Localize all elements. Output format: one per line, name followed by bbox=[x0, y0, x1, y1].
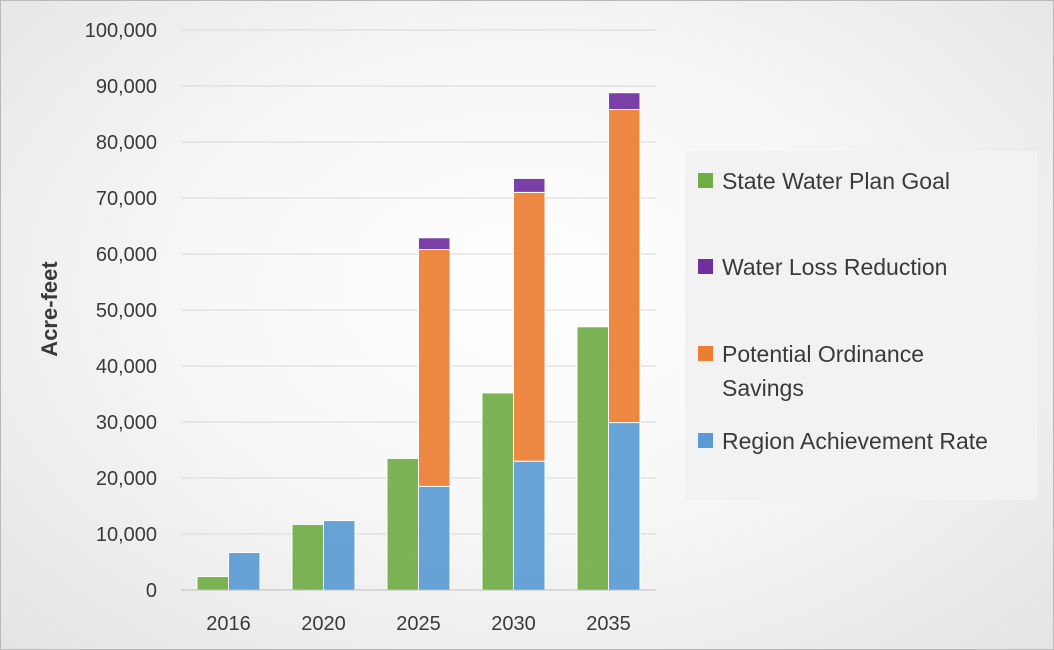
bar-region-achievement-rate-2030 bbox=[513, 460, 546, 591]
legend-label: Water Loss Reduction bbox=[722, 254, 947, 280]
y-tick-label: 90,000 bbox=[96, 76, 157, 98]
legend-background bbox=[685, 151, 1037, 500]
bar-potential-ordinance-savings-2025 bbox=[418, 249, 451, 487]
bar-region-achievement-rate-2035 bbox=[608, 422, 641, 591]
bar-state-water-plan-goal-2030 bbox=[481, 392, 514, 591]
x-tick-label: 2016 bbox=[206, 613, 251, 635]
legend-swatch bbox=[698, 433, 713, 448]
x-tick-label: 2030 bbox=[491, 613, 536, 635]
bar-region-achievement-rate-2020 bbox=[323, 520, 356, 591]
bar-state-water-plan-goal-2025 bbox=[386, 457, 419, 591]
legend-label: Potential Ordinance Savings bbox=[722, 341, 924, 401]
y-tick-label: 0 bbox=[146, 580, 157, 602]
y-axis-ticks: 0 10,000 20,000 30,000 40,000 50,000 60,000 70,… bbox=[85, 20, 157, 602]
y-tick-label: 70,000 bbox=[96, 188, 157, 210]
y-tick-label: 60,000 bbox=[96, 244, 157, 266]
bar-state-water-plan-goal-2016 bbox=[196, 576, 229, 591]
y-tick-label: 30,000 bbox=[96, 412, 157, 434]
y-tick-label: 10,000 bbox=[96, 524, 157, 546]
bars bbox=[196, 92, 641, 591]
y-tick-label: 80,000 bbox=[96, 132, 157, 154]
y-tick-label: 40,000 bbox=[96, 356, 157, 378]
legend-swatch bbox=[698, 173, 713, 188]
y-axis-title: Acre-feet bbox=[37, 261, 62, 357]
x-tick-label: 2025 bbox=[396, 613, 441, 635]
x-axis: 2016 2020 2025 2030 2035 bbox=[181, 589, 656, 635]
legend-swatch bbox=[698, 259, 713, 274]
bar-water-loss-reduction-2025 bbox=[418, 237, 451, 251]
bar-water-loss-reduction-2035 bbox=[608, 92, 641, 111]
bar-potential-ordinance-savings-2030 bbox=[513, 191, 546, 462]
x-tick-label: 2035 bbox=[586, 613, 631, 635]
bar-region-achievement-rate-2016 bbox=[228, 551, 261, 591]
x-tick-label: 2020 bbox=[301, 613, 346, 635]
y-tick-label: 100,000 bbox=[85, 20, 157, 42]
y-tick-label: 50,000 bbox=[96, 300, 157, 322]
bar-water-loss-reduction-2030 bbox=[513, 177, 546, 193]
bar-region-achievement-rate-2025 bbox=[418, 485, 451, 591]
legend-swatch bbox=[698, 346, 713, 361]
legend-label: Region Achievement Rate bbox=[722, 428, 988, 454]
legend: State Water Plan Goal Water Loss Reductio… bbox=[685, 151, 1037, 500]
bar-state-water-plan-goal-2035 bbox=[576, 326, 609, 591]
y-tick-label: 20,000 bbox=[96, 468, 157, 490]
bar-state-water-plan-goal-2020 bbox=[291, 523, 324, 591]
legend-label: State Water Plan Goal bbox=[722, 168, 950, 194]
bar-potential-ordinance-savings-2035 bbox=[608, 109, 641, 424]
